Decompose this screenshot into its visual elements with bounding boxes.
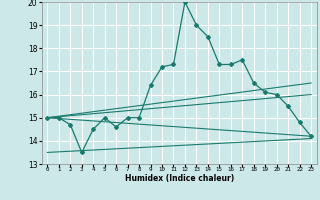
X-axis label: Humidex (Indice chaleur): Humidex (Indice chaleur) [124,174,234,183]
